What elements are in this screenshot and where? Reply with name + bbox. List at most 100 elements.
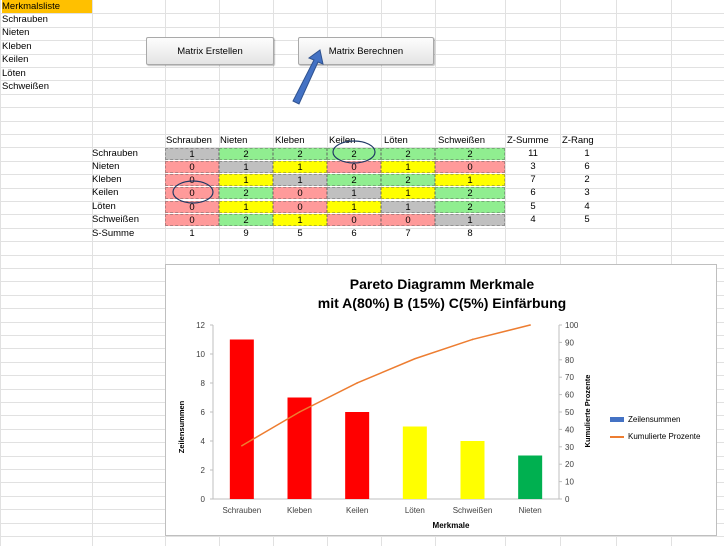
matrix-cell[interactable]: 1 <box>327 201 381 213</box>
bar <box>229 339 254 499</box>
y-tick-label: 0 <box>201 495 206 504</box>
y-tick-label: 10 <box>196 350 205 359</box>
feature-list-item[interactable]: Löten <box>2 68 26 79</box>
matrix-row-label: Nieten <box>92 161 120 172</box>
s-sum-cell[interactable]: 8 <box>467 228 473 239</box>
y2-tick-label: 30 <box>565 443 574 452</box>
z-rank-cell[interactable]: 1 <box>584 148 590 159</box>
matrix-cell[interactable]: 1 <box>381 201 435 213</box>
arrow-icon <box>292 49 324 105</box>
feature-list-item[interactable]: Schrauben <box>2 14 48 25</box>
matrix-cell[interactable]: 1 <box>219 161 273 173</box>
feature-list-item[interactable]: Kleben <box>2 41 32 52</box>
feature-list-title[interactable]: Merkmalsliste <box>2 0 92 13</box>
legend-item-zeilensummen[interactable]: Zeilensummen <box>610 415 680 424</box>
matrix-cell[interactable]: 0 <box>327 214 381 226</box>
s-sum-cell[interactable]: 9 <box>243 228 249 239</box>
x-axis-label: Merkmale <box>433 521 470 530</box>
plot-area: 0 2 4 6 8 10 12 0 10 20 30 40 50 60 70 80 90 100 Schrauben… <box>196 321 579 515</box>
s-sum-cell[interactable]: 6 <box>351 228 357 239</box>
z-sum-cell[interactable]: 5 <box>530 201 536 212</box>
y2-tick-label: 100 <box>565 321 579 330</box>
matrix-cell[interactable]: 2 <box>435 201 505 213</box>
z-rank-cell[interactable]: 2 <box>584 174 590 185</box>
matrix-cell[interactable]: 0 <box>273 187 327 199</box>
matrix-column-header: Nieten <box>220 135 248 146</box>
matrix-row-label: Schrauben <box>92 148 138 159</box>
matrix-cell[interactable]: 0 <box>165 187 219 199</box>
bar <box>460 441 485 499</box>
matrix-cell[interactable]: 2 <box>435 187 505 199</box>
z-rank-cell[interactable]: 3 <box>584 187 590 198</box>
matrix-cell[interactable]: 2 <box>273 148 327 160</box>
matrix-column-header: Keilen <box>329 135 356 146</box>
y2-tick-label: 20 <box>565 460 574 469</box>
x-tick-label: Kleben <box>287 506 312 515</box>
matrix-cell[interactable]: 1 <box>381 161 435 173</box>
matrix-cell[interactable]: 2 <box>219 214 273 226</box>
y-axis-label: Zeilensummen <box>177 400 186 453</box>
matrix-cell[interactable]: 2 <box>381 174 435 186</box>
y-tick-label: 12 <box>196 321 205 330</box>
x-tick-label: Löten <box>405 506 425 515</box>
y2-tick-label: 50 <box>565 408 574 417</box>
z-rank-cell[interactable]: 5 <box>584 214 590 225</box>
matrix-row-label: Schweißen <box>92 214 139 225</box>
matrix-cell[interactable]: 1 <box>435 174 505 186</box>
matrix-cell[interactable]: 1 <box>219 174 273 186</box>
x-tick-label: Schweißen <box>453 506 493 515</box>
matrix-cell[interactable]: 2 <box>327 174 381 186</box>
s-sum-label: S-Summe <box>92 228 135 239</box>
bar <box>402 426 427 499</box>
z-sum-cell[interactable]: 6 <box>530 187 536 198</box>
create-matrix-button[interactable]: Matrix Erstellen <box>146 37 274 65</box>
chart-subtitle: mit A(80%) B (15%) C(5%) Einfärbung <box>318 295 566 311</box>
matrix-cell[interactable]: 1 <box>381 187 435 199</box>
matrix-cell[interactable]: 1 <box>165 148 219 160</box>
matrix-cell[interactable]: 2 <box>435 148 505 160</box>
feature-list-item[interactable]: Schweißen <box>2 81 49 92</box>
matrix-cell[interactable]: 0 <box>165 201 219 213</box>
line-point <box>298 411 301 413</box>
matrix-cell[interactable]: 2 <box>219 148 273 160</box>
matrix-cell[interactable]: 2 <box>219 187 273 199</box>
feature-list-item[interactable]: Keilen <box>2 54 29 65</box>
s-sum-cell[interactable]: 5 <box>297 228 303 239</box>
matrix-cell[interactable]: 1 <box>273 214 327 226</box>
z-sum-header: Z-Summe <box>507 135 549 146</box>
matrix-cell[interactable]: 0 <box>165 161 219 173</box>
matrix-cell[interactable]: 0 <box>435 161 505 173</box>
legend-item-kumulierte-prozente[interactable]: Kumulierte Prozente <box>610 432 700 441</box>
z-rank-cell[interactable]: 4 <box>584 201 590 212</box>
matrix-cell[interactable]: 0 <box>327 161 381 173</box>
x-tick-label: Schrauben <box>222 506 261 515</box>
y2-tick-label: 0 <box>565 495 570 504</box>
matrix-row-label: Löten <box>92 201 116 212</box>
matrix-cell[interactable]: 2 <box>381 148 435 160</box>
y2-tick-label: 60 <box>565 391 574 400</box>
pareto-chart[interactable]: Pareto Diagramm Merkmale mit A(80%) B (1… <box>165 264 717 536</box>
legend-swatch <box>610 417 624 422</box>
matrix-cell[interactable]: 1 <box>273 174 327 186</box>
s-sum-cell[interactable]: 7 <box>405 228 411 239</box>
z-rank-cell[interactable]: 6 <box>584 161 590 172</box>
s-sum-cell[interactable]: 1 <box>189 228 195 239</box>
matrix-cell[interactable]: 0 <box>273 201 327 213</box>
y2-tick-label: 10 <box>565 478 574 487</box>
matrix-cell[interactable]: 1 <box>435 214 505 226</box>
matrix-cell[interactable]: 1 <box>327 187 381 199</box>
bar <box>287 397 312 499</box>
feature-list-item[interactable]: Nieten <box>2 27 30 38</box>
z-sum-cell[interactable]: 11 <box>528 148 538 159</box>
matrix-cell[interactable]: 1 <box>219 201 273 213</box>
matrix-cell[interactable]: 0 <box>165 214 219 226</box>
y-tick-label: 4 <box>201 437 206 446</box>
matrix-cell[interactable]: 1 <box>273 161 327 173</box>
matrix-cell[interactable]: 2 <box>327 148 381 160</box>
line-point <box>356 382 358 384</box>
z-sum-cell[interactable]: 7 <box>530 174 536 185</box>
matrix-row-label: Kleben <box>92 174 122 185</box>
matrix-cell[interactable]: 0 <box>381 214 435 226</box>
z-sum-cell[interactable]: 4 <box>530 214 536 225</box>
z-sum-cell[interactable]: 3 <box>530 161 536 172</box>
